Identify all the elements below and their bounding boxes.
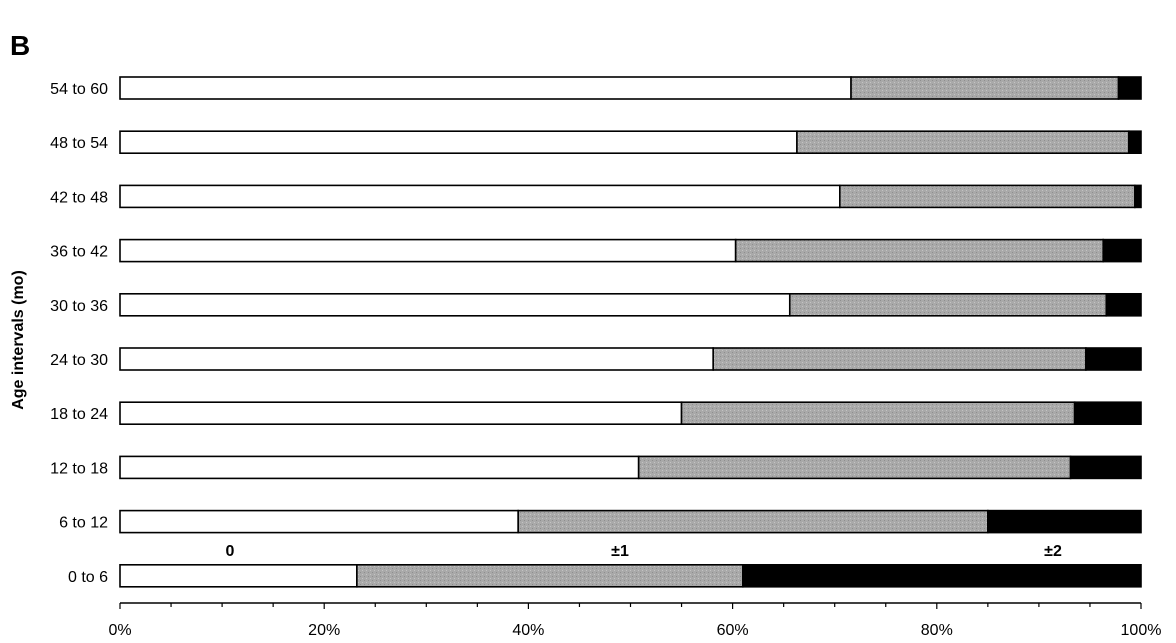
legend-label: ±2 [1044, 543, 1062, 560]
bar-segment [734, 238, 1105, 263]
category-label: 18 to 24 [50, 406, 108, 423]
bar-segment [1127, 130, 1142, 154]
category-label: 42 to 48 [50, 189, 108, 206]
category-label: 0 to 6 [68, 569, 108, 586]
bar-segment [119, 292, 791, 317]
bar-segment [356, 563, 744, 588]
x-tick-label: 40% [512, 622, 544, 639]
bar-segment [119, 76, 852, 100]
bar-segment [517, 509, 989, 534]
y-axis-title: Age intervals (mo) [10, 270, 27, 410]
bar-segment [987, 509, 1142, 534]
bar-segment [119, 184, 841, 209]
bar-segment [119, 455, 640, 480]
category-label: 24 to 30 [50, 352, 108, 369]
category-label: 48 to 54 [50, 135, 108, 152]
category-label: 36 to 42 [50, 244, 108, 261]
bar-segment [1069, 455, 1142, 480]
bar-segment [680, 401, 1076, 426]
bar-segment [1102, 238, 1142, 263]
legend-label: ±1 [611, 543, 629, 560]
bar-segment [839, 184, 1136, 209]
bar-segment [850, 76, 1120, 100]
bar-segment [1134, 184, 1142, 209]
bar-segment [119, 401, 683, 426]
bar-segment [119, 509, 519, 534]
category-label: 6 to 12 [59, 515, 108, 532]
bar-segment [119, 563, 358, 588]
bar-segment [1117, 76, 1142, 100]
bar-segment [637, 455, 1072, 480]
bar-segment [119, 347, 715, 371]
bar-segment [119, 238, 737, 263]
bar-segment [796, 130, 1130, 154]
category-label: 54 to 60 [50, 81, 108, 98]
bar-segment [1085, 347, 1142, 371]
category-label: 12 to 18 [50, 460, 108, 477]
bar-segment [119, 130, 798, 154]
x-axis: 0% 20% 40% 60% 80% 100% [108, 602, 1162, 639]
bar-segment [1073, 401, 1142, 426]
panel-label: B [10, 30, 30, 61]
x-tick-label: 0% [108, 622, 131, 639]
bar-segment [1105, 292, 1142, 317]
legend: 0 ±1 ±2 [226, 543, 1062, 560]
legend-label: 0 [226, 543, 235, 560]
bar-segment [742, 563, 1142, 588]
category-labels: 54 to 60 48 to 54 42 to 48 36 to 42 30 to 36… [50, 81, 108, 586]
bar-segment [788, 292, 1108, 317]
x-tick-label: 80% [921, 622, 953, 639]
x-tick-label: 60% [717, 622, 749, 639]
x-tick-label: 100% [1121, 622, 1162, 639]
bars-group [119, 76, 1142, 588]
x-tick-label: 20% [308, 622, 340, 639]
bar-segment [712, 347, 1087, 371]
category-label: 30 to 36 [50, 298, 108, 315]
